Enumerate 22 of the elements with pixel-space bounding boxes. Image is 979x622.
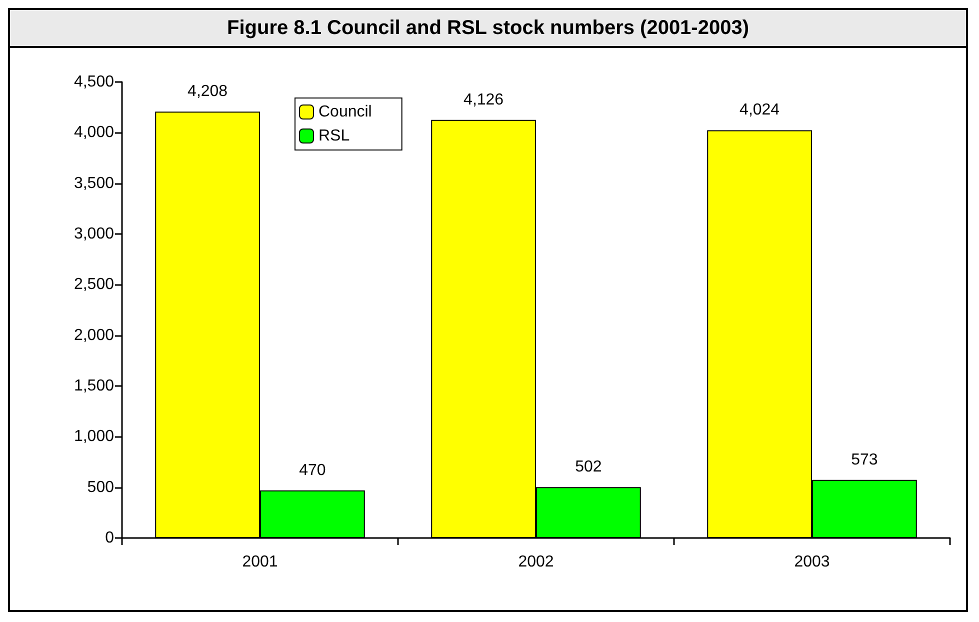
x-tick-label: 2003 [794, 554, 830, 570]
y-tick-label: 500 [87, 478, 114, 496]
legend-label: RSL [318, 128, 350, 144]
chart-title: Figure 8.1 Council and RSL stock numbers (2001-2003) [10, 10, 966, 48]
x-tick-label: 2001 [242, 554, 278, 570]
data-label: 502 [575, 458, 602, 476]
y-tick-label: 4,500 [74, 74, 114, 90]
data-label: 4,024 [740, 102, 780, 119]
data-label: 470 [299, 462, 326, 479]
y-tick-label: 2,500 [74, 276, 114, 294]
y-tick-label: 4,000 [74, 124, 114, 142]
x-tick-label: 2002 [518, 554, 554, 570]
y-tick-label: 0 [105, 530, 114, 546]
data-label: 4,126 [464, 91, 504, 108]
y-tick-label: 3,500 [74, 174, 114, 192]
y-tick-label: 1,500 [74, 378, 114, 394]
legend-label: Council [318, 104, 372, 120]
y-tick-label: 3,000 [74, 226, 114, 242]
data-label: 4,208 [188, 83, 228, 100]
y-tick-label: 2,000 [74, 326, 114, 344]
data-label: 573 [851, 451, 878, 468]
y-tick-label: 1,000 [74, 428, 114, 446]
